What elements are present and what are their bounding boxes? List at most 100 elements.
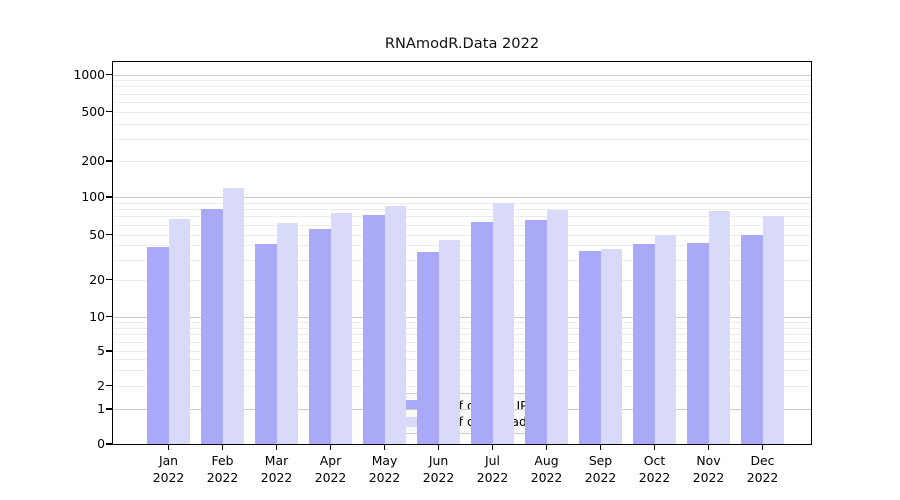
minor-gridline bbox=[113, 123, 811, 125]
x-axis-tick-label: Feb 2022 bbox=[206, 453, 239, 485]
y-tick-mark bbox=[106, 110, 112, 113]
bar-downloads bbox=[762, 215, 784, 444]
minor-gridline bbox=[113, 385, 811, 387]
x-tick-mark bbox=[275, 444, 278, 450]
bar-downloads bbox=[600, 249, 622, 444]
minor-gridline bbox=[113, 321, 811, 323]
minor-gridline bbox=[113, 209, 811, 211]
minor-gridline bbox=[113, 279, 811, 281]
bar-downloads bbox=[708, 211, 730, 444]
x-tick-mark bbox=[329, 444, 332, 450]
y-axis-tick-label: 1000 bbox=[73, 66, 105, 82]
x-tick-mark bbox=[707, 444, 710, 450]
y-axis-tick-label: 5 bbox=[97, 343, 105, 358]
minor-gridline bbox=[113, 234, 811, 236]
y-tick-mark bbox=[106, 384, 112, 387]
bar-distinct-ips bbox=[525, 220, 547, 444]
minor-gridline bbox=[113, 101, 811, 103]
minor-gridline bbox=[113, 216, 811, 218]
minor-gridline bbox=[113, 245, 811, 247]
minor-gridline bbox=[113, 161, 811, 162]
minor-gridline bbox=[113, 139, 811, 141]
y-axis-tick-label: 200 bbox=[81, 153, 105, 168]
x-axis-tick-label: Oct 2022 bbox=[638, 453, 671, 485]
x-tick-mark bbox=[491, 444, 494, 450]
x-axis-tick-label: Mar 2022 bbox=[260, 453, 293, 485]
x-axis-tick-label: Aug 2022 bbox=[530, 453, 563, 485]
bar-downloads bbox=[168, 218, 190, 444]
y-tick-mark bbox=[106, 160, 112, 162]
minor-gridline bbox=[113, 341, 811, 343]
x-tick-mark bbox=[761, 444, 764, 450]
y-axis-tick-label: 0 bbox=[97, 436, 105, 451]
x-tick-mark bbox=[437, 444, 440, 450]
y-axis-tick-label: 10 bbox=[89, 308, 105, 324]
bar-downloads bbox=[654, 234, 676, 444]
minor-gridline bbox=[113, 93, 811, 95]
bar-distinct-ips bbox=[579, 250, 601, 444]
bar-distinct-ips bbox=[417, 252, 439, 444]
x-axis-tick-label: Dec 2022 bbox=[746, 453, 779, 485]
bar-distinct-ips bbox=[309, 229, 331, 444]
bar-downloads bbox=[438, 239, 460, 444]
y-axis-tick-label: 500 bbox=[81, 103, 105, 119]
x-axis-tick-label: Apr 2022 bbox=[314, 453, 347, 485]
y-axis-tick-label: 20 bbox=[89, 271, 105, 287]
y-tick-mark bbox=[106, 73, 112, 76]
major-gridline bbox=[113, 409, 811, 410]
legend-row: Nb of downloads bbox=[385, 414, 542, 429]
major-gridline bbox=[113, 316, 811, 318]
minor-gridline bbox=[113, 327, 811, 329]
y-axis-tick-label: 50 bbox=[89, 226, 105, 242]
x-tick-mark bbox=[167, 444, 170, 450]
y-tick-mark bbox=[106, 196, 112, 198]
bar-distinct-ips bbox=[201, 209, 223, 444]
y-tick-mark bbox=[106, 278, 112, 281]
bar-distinct-ips bbox=[471, 222, 493, 444]
bar-distinct-ips bbox=[633, 244, 655, 444]
bar-downloads bbox=[222, 187, 244, 444]
y-tick-mark bbox=[106, 315, 112, 318]
major-gridline bbox=[113, 197, 811, 198]
x-tick-mark bbox=[653, 444, 656, 450]
bar-downloads bbox=[492, 203, 514, 444]
x-tick-mark bbox=[599, 444, 602, 450]
bar-downloads bbox=[330, 212, 352, 444]
y-axis-tick-label: 1 bbox=[97, 401, 105, 416]
minor-gridline bbox=[113, 359, 811, 361]
y-tick-mark bbox=[106, 443, 112, 445]
y-axis-tick-label: 100 bbox=[81, 189, 105, 204]
minor-gridline bbox=[113, 334, 811, 336]
bar-downloads bbox=[384, 205, 406, 444]
x-tick-mark bbox=[221, 444, 224, 450]
y-tick-mark bbox=[106, 233, 112, 236]
minor-gridline bbox=[113, 86, 811, 88]
bar-distinct-ips bbox=[363, 214, 385, 444]
x-axis-tick-label: Sep 2022 bbox=[584, 453, 617, 485]
y-tick-mark bbox=[106, 350, 112, 352]
y-axis-tick-label: 2 bbox=[97, 377, 105, 393]
minor-gridline bbox=[113, 80, 811, 82]
bar-downloads bbox=[276, 222, 298, 444]
bar-distinct-ips bbox=[147, 246, 169, 444]
bar-downloads bbox=[546, 210, 568, 444]
x-tick-mark bbox=[545, 444, 548, 450]
x-axis-tick-label: Jul 2022 bbox=[476, 453, 509, 485]
x-axis-tick-label: Jun 2022 bbox=[422, 453, 455, 485]
bar-distinct-ips bbox=[255, 244, 277, 444]
x-axis-tick-label: Jan 2022 bbox=[152, 453, 185, 485]
bar-distinct-ips bbox=[741, 234, 763, 444]
bar-distinct-ips bbox=[687, 243, 709, 444]
plot-area: RNAmodR.Data 2022 Nb of distinct IPsNb o… bbox=[73, 35, 812, 485]
minor-gridline bbox=[113, 351, 811, 352]
minor-gridline bbox=[113, 111, 811, 113]
legend-row: Nb of distinct IPs bbox=[385, 398, 542, 413]
x-axis-tick-label: Nov 2022 bbox=[692, 453, 725, 485]
x-tick-mark bbox=[383, 444, 386, 450]
minor-gridline bbox=[113, 370, 811, 372]
y-tick-mark bbox=[106, 408, 112, 410]
minor-gridline bbox=[113, 224, 811, 226]
minor-gridline bbox=[113, 259, 811, 261]
x-axis-tick-label: May 2022 bbox=[368, 453, 401, 485]
